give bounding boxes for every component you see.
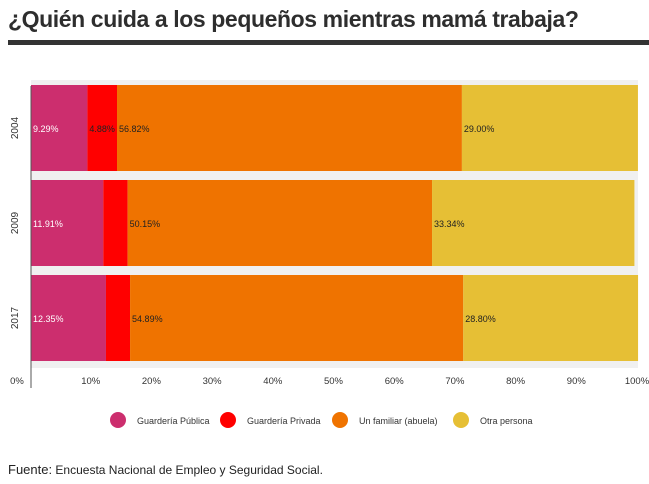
bar-segment	[31, 180, 104, 266]
source-note: Fuente: Encuesta Nacional de Empleo y Se…	[8, 462, 323, 477]
data-label: 11.91%	[33, 219, 63, 229]
x-tick-label: 40%	[263, 376, 283, 387]
bar-segment	[461, 85, 638, 171]
bar-segment	[87, 85, 118, 171]
category-label: 2009	[10, 211, 21, 234]
data-label: 50.15%	[130, 219, 161, 229]
legend-swatch	[110, 412, 126, 428]
bar-segment	[130, 275, 464, 361]
data-label: 28.80%	[465, 314, 496, 324]
legend-label: Otra persona	[480, 416, 533, 426]
legend-label: Un familiar (abuela)	[359, 416, 438, 426]
chart-title: ¿Quién cuida a los pequeños mientras mam…	[8, 6, 579, 32]
data-label: 12.35%	[33, 314, 64, 324]
legend-label: Guardería Pública	[137, 416, 210, 426]
bar-segment	[127, 180, 433, 266]
x-tick-label: 100%	[625, 376, 649, 387]
bar-segment	[31, 275, 106, 361]
x-tick-label: 10%	[81, 376, 101, 387]
x-tick-label: 20%	[142, 376, 162, 387]
x-tick-label: 60%	[385, 376, 405, 387]
data-label: 9.29%	[33, 124, 59, 134]
x-tick-label: 30%	[203, 376, 223, 387]
x-tick-label: 0%	[10, 376, 24, 387]
data-label: 56.82%	[119, 124, 150, 134]
bar-segment	[463, 275, 639, 361]
bar-segment	[31, 85, 88, 171]
x-tick-label: 90%	[567, 376, 587, 387]
data-label: 29.00%	[464, 124, 495, 134]
source-label: Fuente:	[8, 462, 53, 477]
x-tick-label: 50%	[324, 376, 344, 387]
legend-label: Guardería Privada	[247, 416, 321, 426]
data-label: 54.89%	[132, 314, 163, 324]
legend-swatch	[453, 412, 469, 428]
x-tick-label: 70%	[445, 376, 465, 387]
data-label: 33.34%	[434, 219, 465, 229]
legend-swatch	[220, 412, 236, 428]
x-tick-label: 80%	[506, 376, 526, 387]
data-label: 4.88%	[89, 124, 115, 134]
bar-segment	[103, 180, 128, 266]
bar-segment	[432, 180, 635, 266]
category-label: 2004	[10, 116, 21, 139]
source-text: Encuesta Nacional de Empleo y Seguridad …	[52, 463, 323, 477]
category-label: 2017	[10, 306, 21, 329]
legend-swatch	[332, 412, 348, 428]
title-rule	[8, 40, 649, 45]
bar-segment	[105, 275, 131, 361]
bar-segment	[117, 85, 462, 171]
